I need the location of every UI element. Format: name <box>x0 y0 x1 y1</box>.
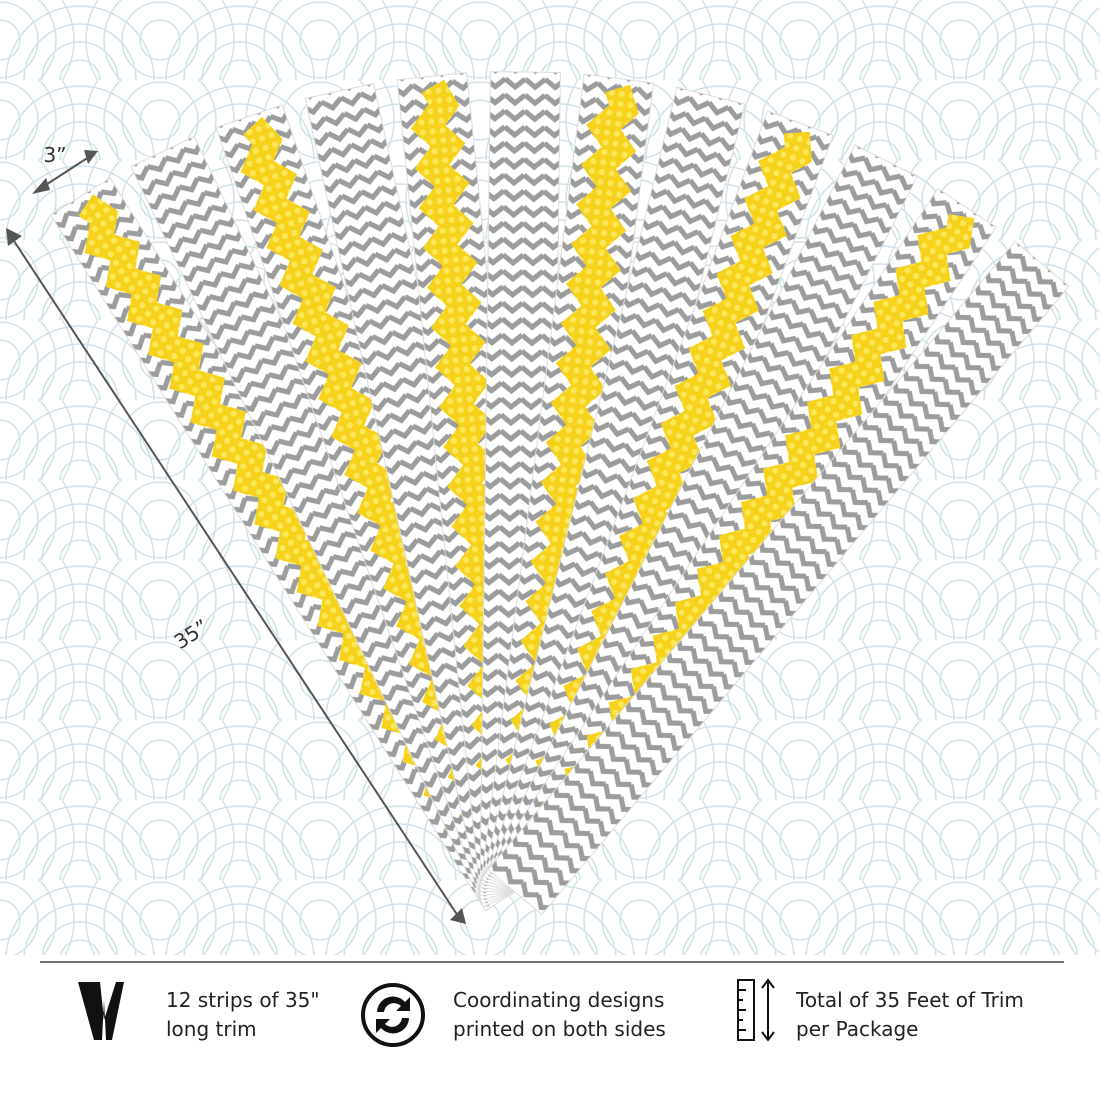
width-label: 3” <box>43 143 66 167</box>
width-dimension: 3” <box>32 143 98 194</box>
ruler-icon <box>737 978 775 1042</box>
strips-icon <box>78 982 124 1040</box>
feature-text: long trim <box>166 1017 257 1041</box>
feature-text: printed on both sides <box>453 1017 666 1041</box>
feature-text: per Package <box>796 1017 918 1041</box>
feature-text: 12 strips of 35" <box>166 988 320 1012</box>
feature-text: Coordinating designs <box>453 988 664 1012</box>
both-sides-icon <box>361 983 425 1047</box>
strips <box>50 71 1070 916</box>
strip-body <box>487 240 1070 916</box>
trim-strip <box>487 240 1070 916</box>
feature-text: Total of 35 Feet of Trim <box>795 988 1024 1012</box>
